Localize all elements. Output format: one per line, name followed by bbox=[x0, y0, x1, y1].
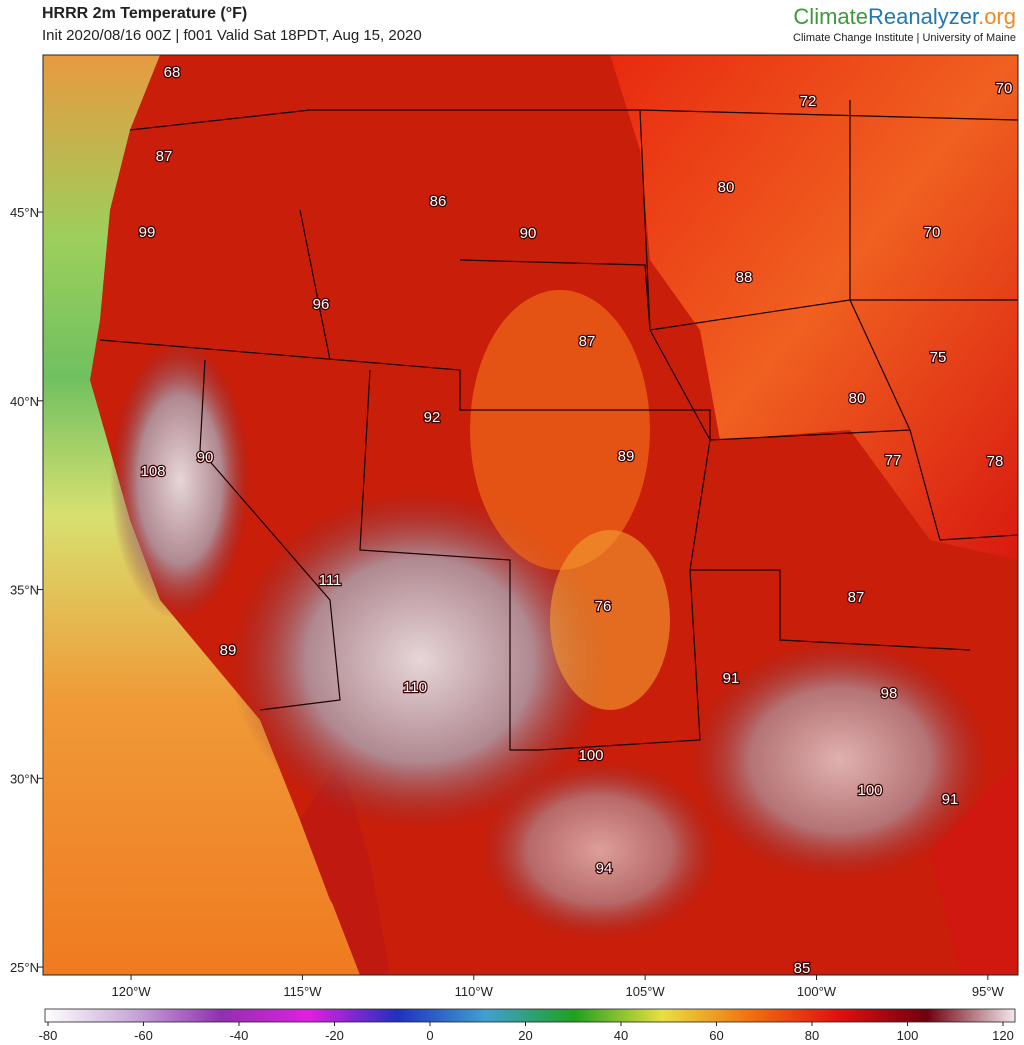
temperature-label: 96 bbox=[313, 296, 330, 313]
lon-tick-label: 115°W bbox=[283, 984, 322, 999]
temperature-label: 87 bbox=[579, 333, 596, 350]
colorbar-tick-label: 0 bbox=[426, 1028, 433, 1043]
temperature-label: 92 bbox=[424, 409, 441, 426]
brand: ClimateReanalyzer.org bbox=[793, 4, 1016, 29]
temperature-label: 110 bbox=[403, 679, 427, 696]
temperature-label: 98 bbox=[881, 685, 898, 702]
lat-tick-label: 35°N bbox=[10, 583, 39, 598]
temperature-label: 70 bbox=[996, 80, 1013, 97]
title: HRRR 2m Temperature (°F) bbox=[42, 5, 247, 22]
colorbar-tick-label: 20 bbox=[518, 1028, 532, 1043]
temperature-label: 85 bbox=[794, 960, 811, 977]
temperature-label: 87 bbox=[156, 148, 173, 165]
temperature-label: 72 bbox=[800, 93, 817, 110]
brand-part: Reanalyzer bbox=[868, 4, 979, 29]
lat-tick-label: 25°N bbox=[10, 960, 39, 975]
colorbar-tick-label: -80 bbox=[39, 1028, 58, 1043]
temperature-label: 90 bbox=[520, 225, 537, 242]
temperature-label: 76 bbox=[595, 598, 612, 615]
lon-tick-label: 95°W bbox=[972, 984, 1005, 999]
colorbar-tick-label: 100 bbox=[897, 1028, 919, 1043]
temperature-label: 80 bbox=[718, 179, 735, 196]
colorbar-tick-label: 120 bbox=[992, 1028, 1014, 1043]
temperature-label: 70 bbox=[924, 224, 941, 241]
colorbar-tick-label: 40 bbox=[614, 1028, 628, 1043]
temperature-label: 86 bbox=[430, 193, 447, 210]
temperature-label: 91 bbox=[942, 791, 959, 808]
temperature-label: 80 bbox=[849, 390, 866, 407]
colorbar-tick-label: -40 bbox=[230, 1028, 249, 1043]
temperature-label: 89 bbox=[618, 448, 635, 465]
lon-tick-label: 100°W bbox=[797, 984, 837, 999]
brand-part: Climate bbox=[793, 4, 868, 29]
colorbar-tick-label: 80 bbox=[805, 1028, 819, 1043]
temperature-label: 88 bbox=[736, 269, 753, 286]
brand-part: .org bbox=[978, 4, 1016, 29]
temperature-label: 111 bbox=[319, 572, 342, 589]
temperature-label: 108 bbox=[140, 463, 165, 480]
affiliation: Climate Change Institute | University of… bbox=[793, 32, 1016, 44]
temperature-label: 78 bbox=[987, 453, 1004, 470]
lon-tick-label: 105°W bbox=[626, 984, 666, 999]
lon-tick-label: 110°W bbox=[455, 984, 494, 999]
subtitle: Init 2020/08/16 00Z | f001 Valid Sat 18P… bbox=[42, 27, 422, 44]
temperature-label: 75 bbox=[930, 349, 947, 366]
lat-tick-label: 40°N bbox=[10, 394, 39, 409]
lon-tick-label: 120°W bbox=[111, 984, 151, 999]
temperature-label: 89 bbox=[220, 642, 237, 659]
temperature-label: 94 bbox=[596, 860, 613, 877]
temperature-label: 100 bbox=[578, 747, 603, 764]
temperature-label: 77 bbox=[885, 452, 902, 469]
temperature-label: 90 bbox=[197, 449, 214, 466]
temperature-label: 68 bbox=[164, 64, 181, 81]
temperature-label: 87 bbox=[848, 589, 865, 606]
lat-tick-label: 30°N bbox=[10, 771, 39, 786]
map-frame bbox=[42, 54, 1019, 976]
colorbar-tick-label: -20 bbox=[325, 1028, 344, 1043]
temperature-label: 100 bbox=[857, 782, 882, 799]
lat-tick-label: 45°N bbox=[10, 205, 39, 220]
colorbar-tick-label: 60 bbox=[709, 1028, 723, 1043]
colorbar-tick-label: -60 bbox=[134, 1028, 153, 1043]
colorbar bbox=[44, 1008, 1016, 1023]
temperature-label: 91 bbox=[723, 670, 740, 687]
map-background bbox=[43, 55, 1019, 975]
temperature-label: 99 bbox=[139, 224, 156, 241]
